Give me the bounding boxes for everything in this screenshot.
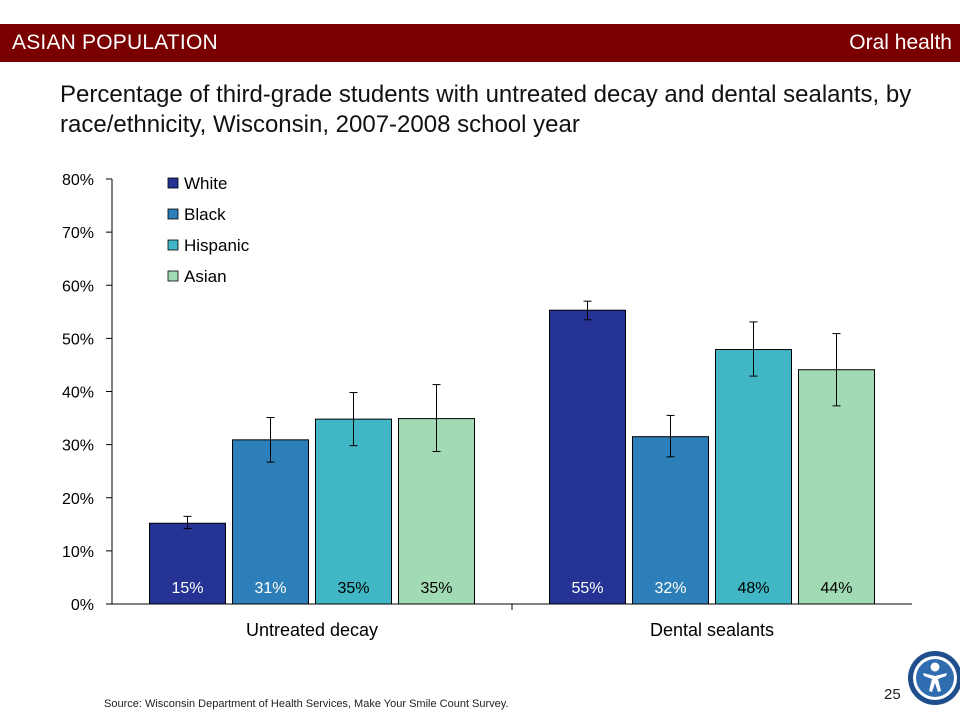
data-label: 31% [254, 580, 286, 597]
data-label: 35% [420, 580, 452, 597]
data-label: 32% [654, 580, 686, 597]
y-tick-label: 70% [62, 225, 94, 242]
page-number: 25 [884, 686, 901, 703]
bar-chart: 0% 10% 20% 30% 40% 50% 60% 70% 80% 15% 31% 35% 35% Un… [62, 172, 912, 640]
bar [549, 309, 626, 605]
chart-title: Percentage of third-grade students with … [60, 81, 912, 138]
legend-label: Black [184, 205, 226, 224]
y-tick-label: 50% [62, 331, 94, 348]
y-tick-label: 0% [71, 597, 94, 614]
y-tick-label: 20% [62, 491, 94, 508]
legend-label: White [184, 174, 227, 193]
bar [315, 418, 392, 605]
bar [149, 522, 226, 605]
legend-swatch [167, 177, 179, 189]
data-label: 48% [737, 580, 769, 597]
bar [632, 436, 709, 605]
y-tick-label: 60% [62, 278, 94, 295]
y-tick-label: 40% [62, 385, 94, 402]
y-tick-label: 80% [62, 172, 94, 189]
legend-swatch [167, 208, 179, 220]
legend-label: Asian [184, 267, 227, 286]
y-tick-label: 10% [62, 544, 94, 561]
data-label: 15% [171, 580, 203, 597]
topic-label: Oral health [849, 31, 952, 54]
legend-swatch [167, 270, 179, 282]
data-label: 35% [337, 580, 369, 597]
data-label: 55% [571, 580, 603, 597]
category-label: Dental sealants [650, 620, 774, 640]
section-label: ASIAN POPULATION [12, 31, 218, 54]
header-bar: ASIAN POPULATION Oral health [0, 24, 960, 62]
bar [232, 439, 309, 605]
category-label: Untreated decay [246, 620, 378, 640]
source-note: Source: Wisconsin Department of Health S… [104, 698, 509, 710]
data-label: 44% [820, 580, 852, 597]
bar [715, 349, 792, 605]
legend-label: Hispanic [184, 236, 250, 255]
legend-swatch [167, 239, 179, 251]
health-person-logo-icon [908, 651, 960, 705]
bar [798, 369, 875, 605]
y-tick-label: 30% [62, 438, 94, 455]
